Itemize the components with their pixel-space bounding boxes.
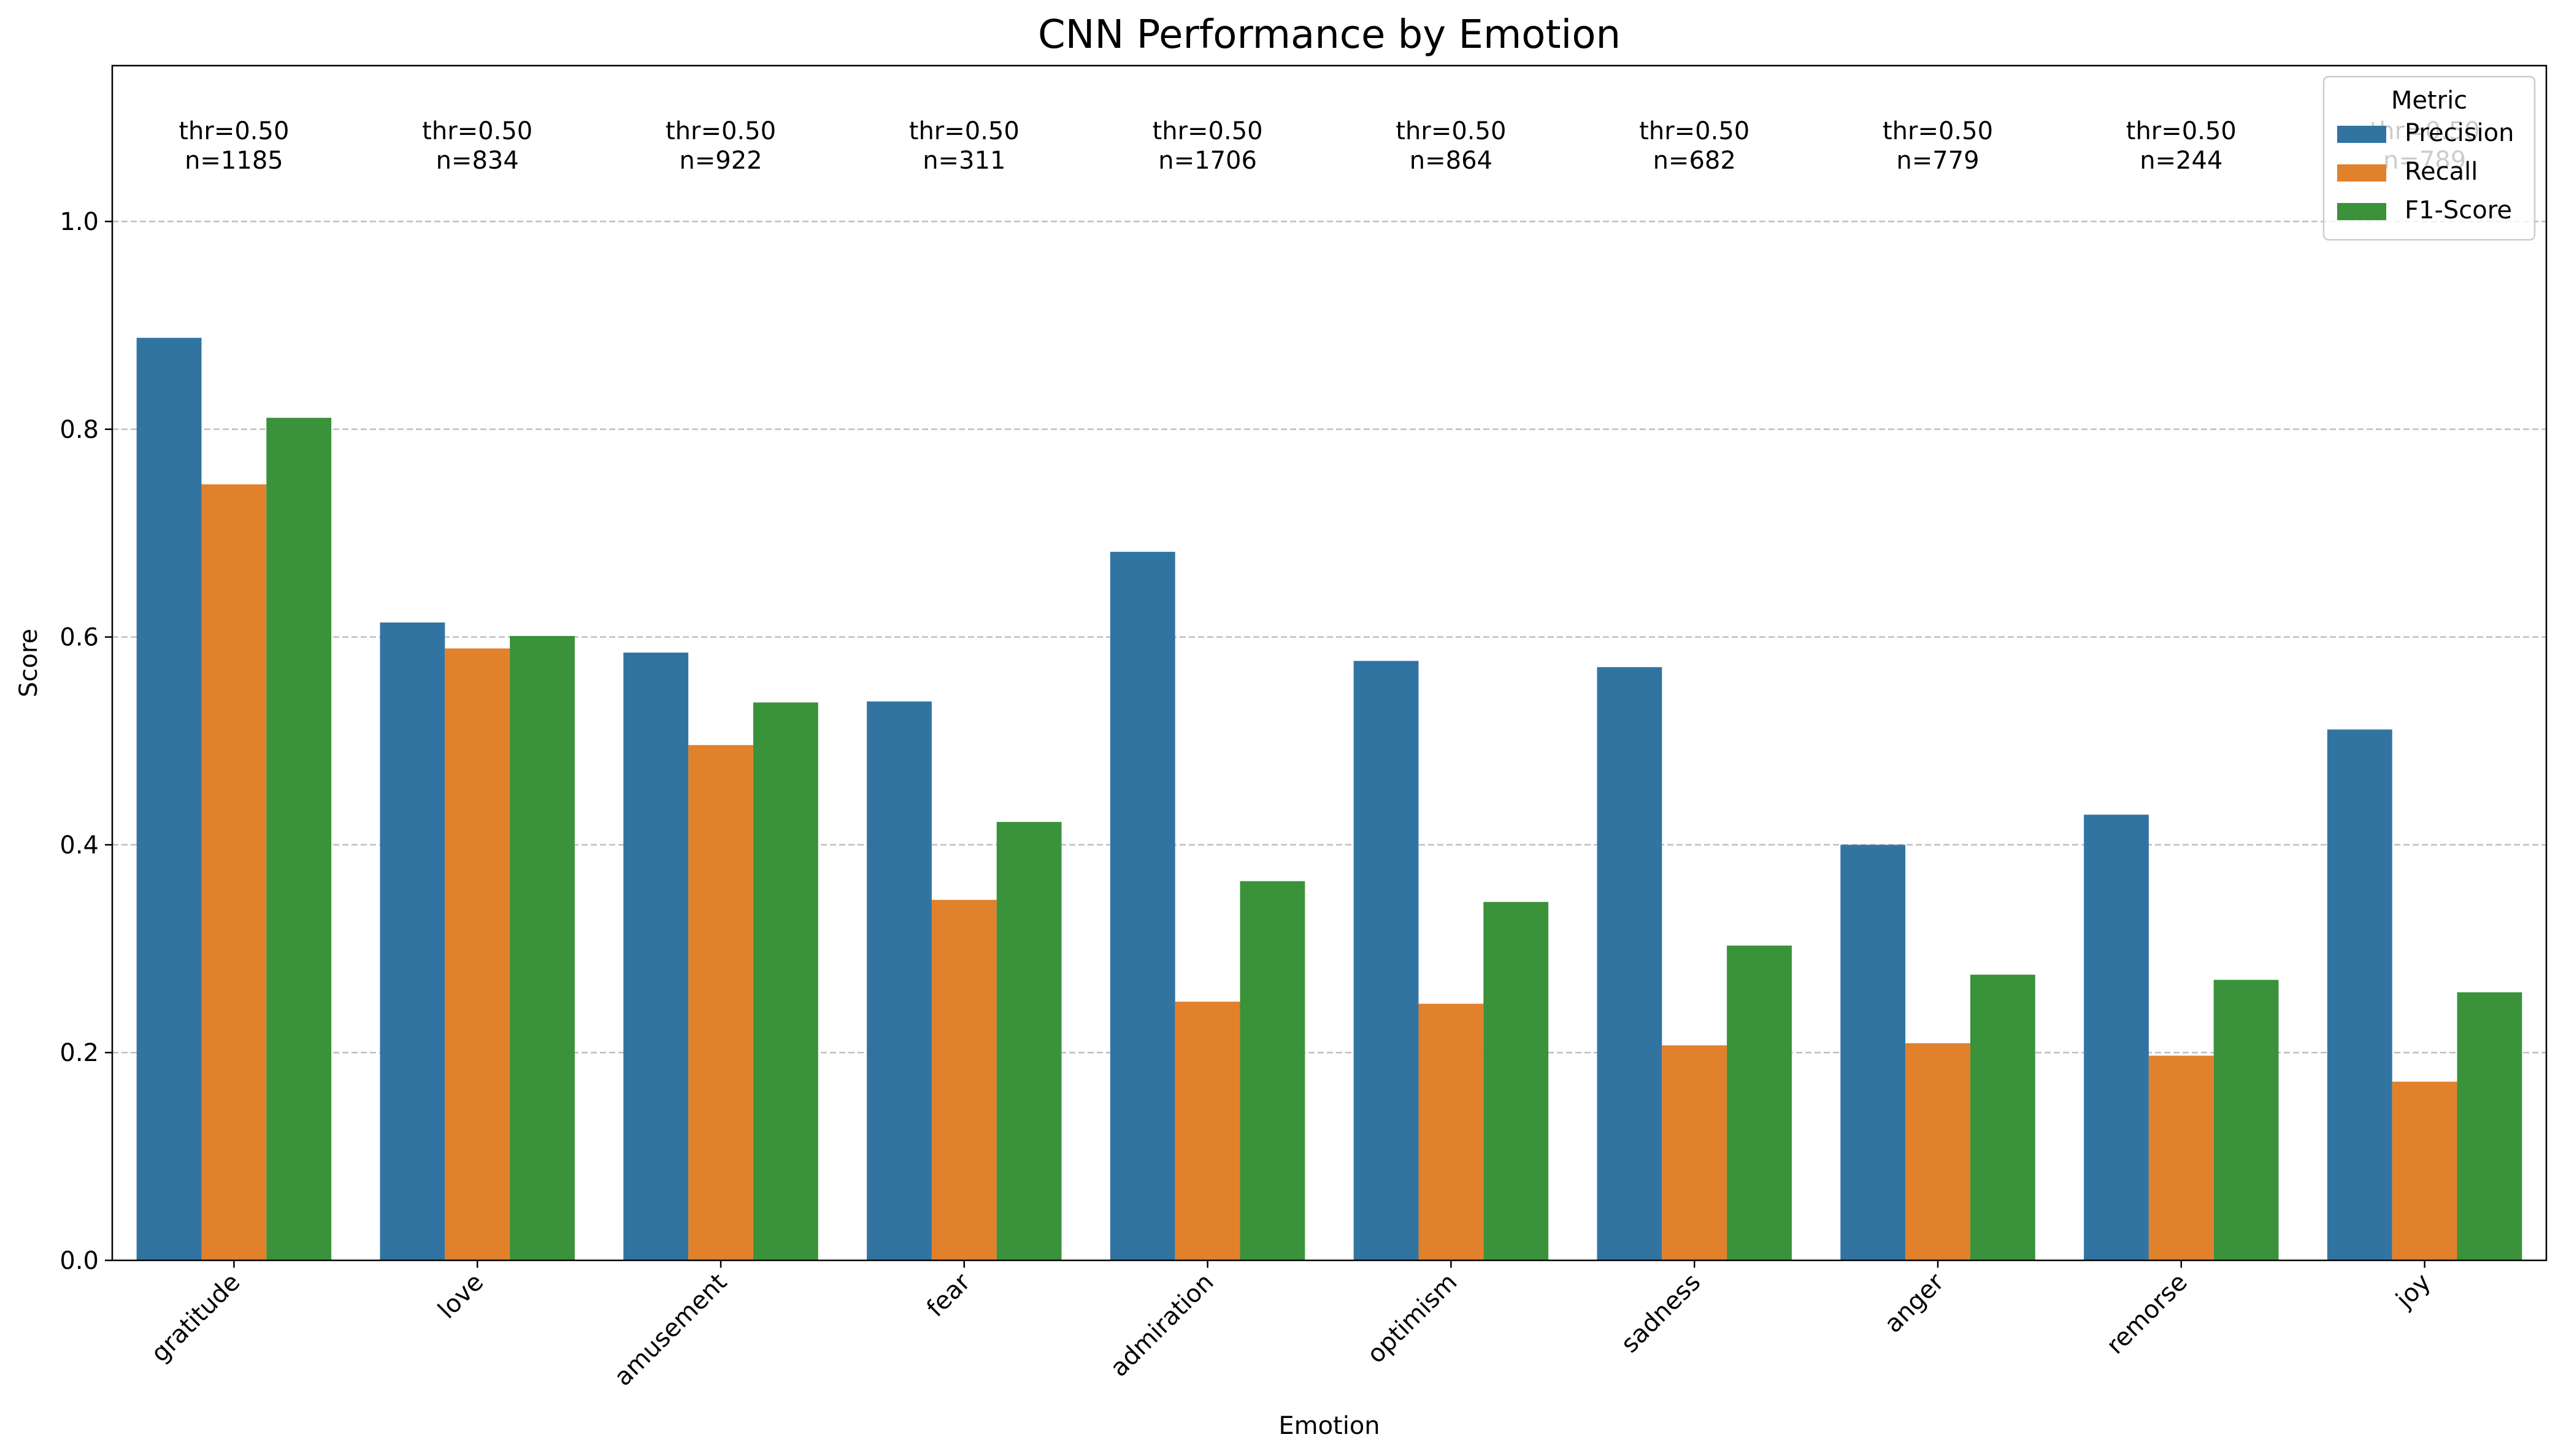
bar-fear-f1-score xyxy=(996,822,1062,1260)
bar-gratitude-f1-score xyxy=(266,418,332,1260)
bar-admiration-recall xyxy=(1175,1002,1240,1260)
bar-gratitude-recall xyxy=(201,484,267,1260)
bar-optimism-precision xyxy=(1353,661,1419,1260)
threshold-label: thr=0.50 xyxy=(1153,117,1263,145)
bar-amusement-f1-score xyxy=(753,702,818,1260)
count-label: n=1706 xyxy=(1158,147,1257,175)
legend-swatch-recall xyxy=(2337,164,2386,182)
bar-fear-precision xyxy=(867,701,932,1260)
bar-amusement-recall xyxy=(688,745,753,1260)
legend-title: Metric xyxy=(2391,86,2467,115)
legend-swatch-precision xyxy=(2337,126,2386,143)
bar-love-precision xyxy=(380,622,445,1260)
count-label: n=834 xyxy=(436,147,519,175)
bar-anger-recall xyxy=(1905,1043,1970,1260)
threshold-label: thr=0.50 xyxy=(422,117,532,145)
y-tick-label: 0.8 xyxy=(60,416,99,444)
legend: Metric Precision Recall F1-Score xyxy=(2322,75,2536,241)
threshold-label: thr=0.50 xyxy=(179,117,289,145)
bar-love-recall xyxy=(445,648,510,1260)
bar-optimism-f1-score xyxy=(1483,902,1549,1260)
y-tick-label: 0.4 xyxy=(60,831,99,859)
count-label: n=682 xyxy=(1653,147,1736,175)
bar-admiration-f1-score xyxy=(1240,881,1305,1260)
bar-remorse-precision xyxy=(2084,814,2149,1260)
y-tick-label: 0.0 xyxy=(60,1247,99,1275)
chart-title: CNN Performance by Emotion xyxy=(1038,12,1621,58)
bar-remorse-f1-score xyxy=(2213,979,2279,1260)
bar-anger-f1-score xyxy=(1970,975,2035,1260)
bar-joy-recall xyxy=(2392,1081,2457,1260)
threshold-label: thr=0.50 xyxy=(909,117,1020,145)
threshold-label: thr=0.50 xyxy=(1883,117,1993,145)
bars xyxy=(136,337,2522,1261)
count-label: n=864 xyxy=(1410,147,1492,175)
legend-label: F1-Score xyxy=(2405,196,2512,224)
threshold-label: thr=0.50 xyxy=(1639,117,1750,145)
bar-anger-precision xyxy=(1840,845,1906,1260)
bar-amusement-precision xyxy=(623,653,689,1260)
bar-sadness-f1-score xyxy=(1727,945,1792,1260)
legend-label: Recall xyxy=(2405,158,2478,186)
y-tick-label: 0.6 xyxy=(60,624,99,652)
count-label: n=922 xyxy=(679,147,762,175)
threshold-label: thr=0.50 xyxy=(666,117,776,145)
bar-joy-precision xyxy=(2327,729,2392,1260)
count-label: n=1185 xyxy=(185,147,283,175)
annotations: thr=0.50n=1185thr=0.50n=834thr=0.50n=922… xyxy=(179,117,2479,175)
threshold-label: thr=0.50 xyxy=(1396,117,1506,145)
bar-admiration-precision xyxy=(1110,551,1175,1261)
count-label: n=779 xyxy=(1896,147,1979,175)
plot-frame xyxy=(111,64,2548,1262)
y-tick-label: 0.2 xyxy=(60,1039,99,1067)
y-axis: 0.0 0.2 0.4 0.6 0.8 1.0 xyxy=(60,208,112,1275)
legend-swatch-f1-score xyxy=(2337,203,2386,220)
bar-gratitude-precision xyxy=(136,337,202,1261)
bar-sadness-precision xyxy=(1597,667,1662,1260)
bar-fear-recall xyxy=(931,900,997,1260)
x-axis-label: Emotion xyxy=(1278,1412,1380,1440)
count-label: n=311 xyxy=(923,147,1005,175)
bar-optimism-recall xyxy=(1418,1003,1484,1260)
y-tick-label: 1.0 xyxy=(60,208,99,236)
bar-sadness-recall xyxy=(1662,1045,1727,1260)
legend-box xyxy=(2322,75,2536,241)
bar-remorse-recall xyxy=(2148,1056,2214,1260)
bar-joy-f1-score xyxy=(2457,992,2522,1260)
bar-love-f1-score xyxy=(510,635,575,1260)
count-label: n=244 xyxy=(2140,147,2222,175)
y-axis-label: Score xyxy=(15,629,43,697)
legend-label: Precision xyxy=(2405,119,2514,147)
threshold-label: thr=0.50 xyxy=(2126,117,2237,145)
